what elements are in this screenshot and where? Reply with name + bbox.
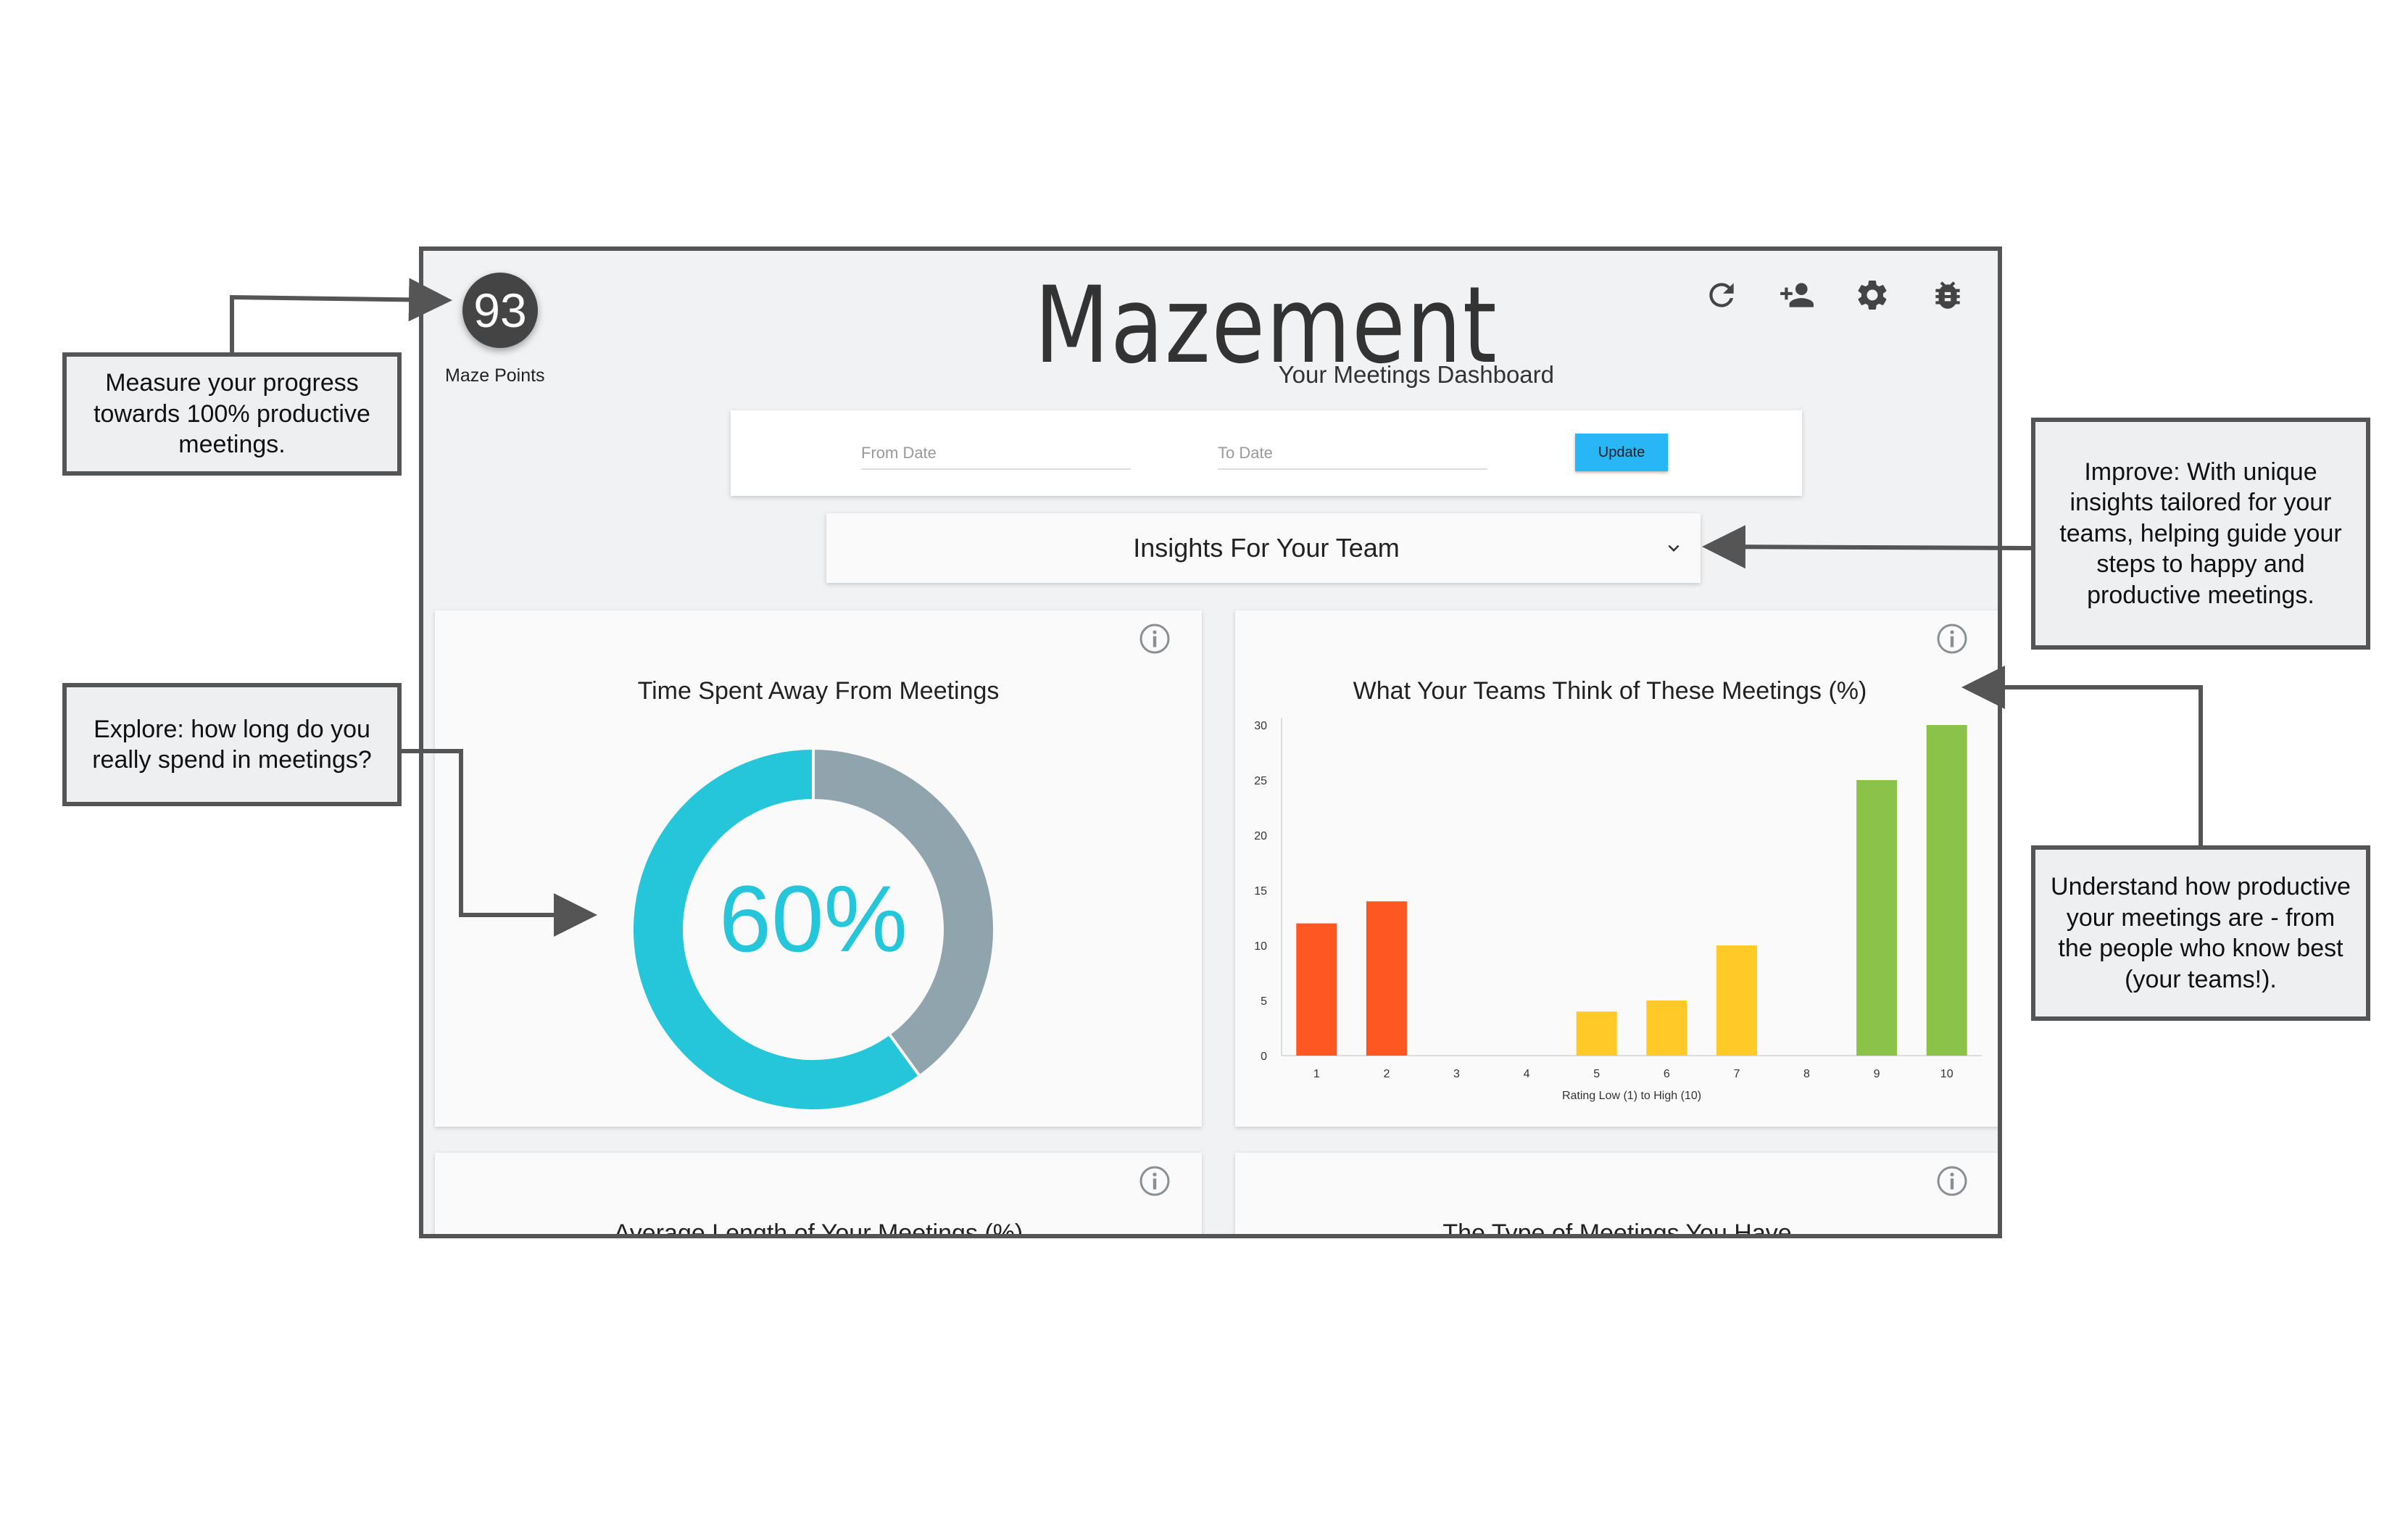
x-tick-label: 7 — [1733, 1068, 1740, 1080]
to-date-field[interactable] — [1218, 438, 1487, 470]
bug-icon[interactable] — [1927, 274, 1969, 316]
update-button[interactable]: Update — [1575, 434, 1668, 471]
info-icon[interactable] — [1935, 622, 1969, 655]
y-tick-label: 20 — [1254, 830, 1267, 842]
add-user-icon[interactable] — [1776, 274, 1818, 316]
x-tick-label: 8 — [1803, 1068, 1810, 1080]
y-tick-label: 5 — [1261, 995, 1267, 1008]
arrow-understand — [1961, 666, 2203, 845]
date-filter-bar: Update — [731, 410, 1802, 496]
chevron-down-icon — [1668, 544, 1680, 552]
bar-rating-1[interactable] — [1296, 923, 1337, 1056]
info-icon[interactable] — [1935, 1164, 1969, 1198]
x-tick-label: 9 — [1874, 1068, 1880, 1080]
info-icon[interactable] — [1138, 1164, 1171, 1198]
donut-slice-1[interactable] — [631, 746, 922, 1112]
from-date-input[interactable] — [861, 438, 1131, 468]
y-tick-label: 15 — [1254, 885, 1267, 898]
bar-rating-6[interactable] — [1646, 1001, 1687, 1056]
avg-length-card: Average Length of Your Meetings (%) — [435, 1153, 1202, 1238]
dashboard-window: 93 Maze Points Mazement Your Meetings Da… — [419, 247, 2002, 1238]
insights-dropdown-label: Insights For Your Team — [1133, 533, 1400, 563]
x-tick-label: 4 — [1524, 1068, 1530, 1080]
annotation-explore: Explore: how long do you really spend in… — [62, 683, 402, 806]
time-away-card: Time Spent Away From Meetings 60% — [435, 610, 1202, 1127]
avg-length-title: Average Length of Your Meetings (%) — [613, 1219, 1024, 1238]
to-date-input[interactable] — [1218, 438, 1487, 468]
x-tick-label: 10 — [1940, 1068, 1954, 1080]
bar-rating-2[interactable] — [1366, 901, 1407, 1056]
app-title: Mazement — [1034, 264, 1498, 387]
arrow-explore — [402, 749, 597, 937]
meeting-types-title: The Type of Meetings You Have — [1442, 1219, 1792, 1238]
top-toolbar — [1701, 274, 1969, 316]
bar-rating-7[interactable] — [1716, 945, 1757, 1056]
bar-rating-5[interactable] — [1576, 1011, 1617, 1056]
y-tick-label: 0 — [1261, 1051, 1267, 1063]
team-opinion-title: What Your Teams Think of These Meetings … — [1353, 677, 1867, 705]
annotation-understand: Understand how productive your meetings … — [2031, 845, 2370, 1021]
maze-points-label: Maze Points — [445, 365, 545, 386]
x-tick-label: 2 — [1383, 1068, 1390, 1080]
annotation-progress: Measure your progress towards 100% produ… — [62, 352, 402, 476]
y-tick-label: 30 — [1254, 720, 1267, 732]
bar-rating-9[interactable] — [1856, 780, 1898, 1056]
donut-center-label: 60% — [719, 866, 908, 972]
x-tick-label: 1 — [1313, 1068, 1320, 1080]
x-axis-label: Rating Low (1) to High (10) — [1562, 1090, 1701, 1102]
time-away-donut-chart: 60% — [631, 746, 996, 1112]
maze-points-value: 93 — [473, 283, 527, 337]
x-tick-label: 3 — [1453, 1068, 1460, 1080]
arrow-progress — [230, 278, 452, 352]
x-tick-label: 6 — [1664, 1068, 1670, 1080]
app-subtitle: Your Meetings Dashboard — [1278, 361, 1554, 388]
maze-points-badge[interactable]: 93 — [462, 273, 538, 348]
team-opinion-card: What Your Teams Think of These Meetings … — [1235, 610, 1998, 1127]
time-away-title: Time Spent Away From Meetings — [637, 677, 1000, 705]
y-tick-label: 10 — [1254, 940, 1267, 953]
info-icon[interactable] — [1138, 622, 1171, 655]
x-tick-label: 5 — [1593, 1068, 1600, 1080]
meeting-types-card: The Type of Meetings You Have — [1235, 1153, 1998, 1238]
insights-dropdown[interactable]: Insights For Your Team — [826, 513, 1701, 583]
donut-slice-2[interactable] — [812, 746, 996, 1079]
from-date-field[interactable] — [861, 438, 1131, 470]
y-tick-label: 25 — [1254, 775, 1267, 787]
arrow-improve — [1702, 525, 2032, 569]
team-opinion-bar-chart: 0 5 10 15 20 25 30 1 2 3 4 5 6 7 8 9 10 Rating Low (1) to… — [1254, 718, 1982, 1102]
gear-icon[interactable] — [1851, 274, 1893, 316]
bar-rating-10[interactable] — [1926, 725, 1967, 1056]
annotation-improve: Improve: With unique insights tailored f… — [2031, 418, 2370, 650]
